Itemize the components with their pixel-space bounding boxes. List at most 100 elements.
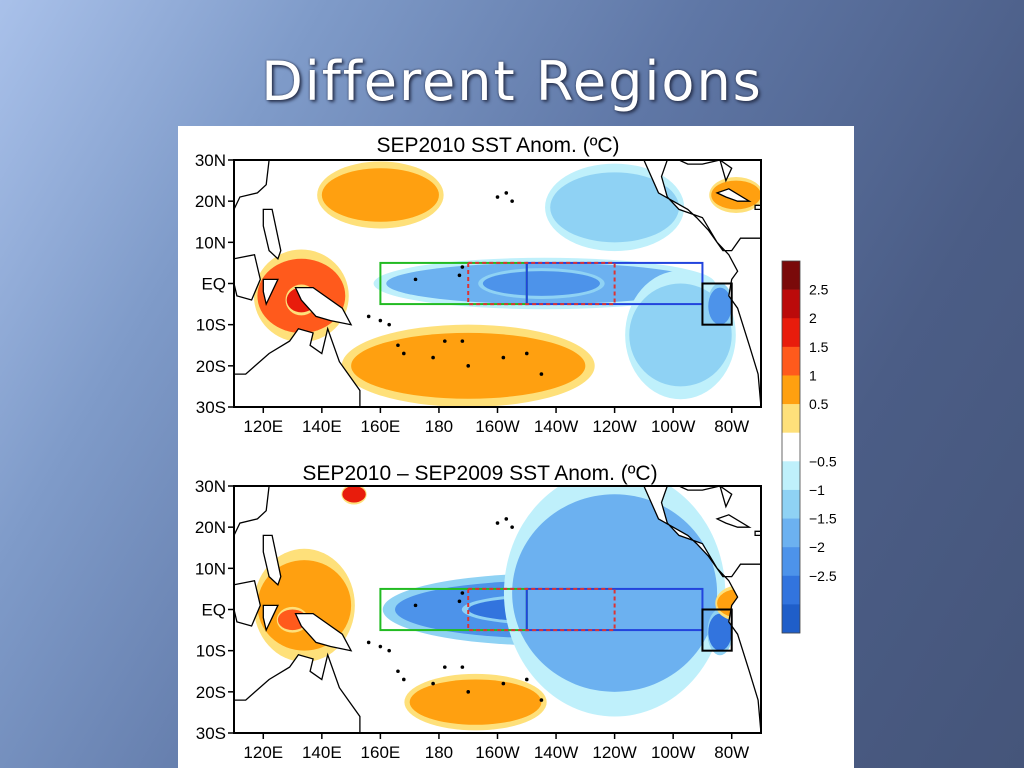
map-bottom-region-boxes (379, 587, 733, 652)
x-tick-label: 120E (243, 417, 283, 436)
x-tick-label: 160E (361, 417, 401, 436)
coastline (754, 204, 761, 211)
colorbar-cell (782, 518, 800, 548)
coastline (234, 253, 261, 301)
x-tick-label: 160E (361, 743, 401, 762)
anomaly-field (321, 168, 439, 222)
map-bottom-title: SEP2010 – SEP2009 SST Anom. (ºC) (302, 462, 657, 485)
anomaly-field (482, 271, 600, 296)
x-tick-label: 100W (651, 417, 695, 436)
colorbar-cells (782, 261, 800, 634)
island (396, 343, 400, 348)
map-sep2010: SEP2010 SST Anom. (ºC) 30N 20N 10N EQ 10S 20S… (195, 134, 762, 436)
island (524, 677, 529, 682)
island (431, 355, 435, 360)
y-tick-label: 30N (195, 151, 226, 170)
anomaly-field (629, 283, 732, 387)
island (402, 677, 406, 682)
colorbar-label: 2.5 (809, 282, 829, 298)
y-tick-label: 20N (195, 192, 226, 211)
anomaly-field (708, 613, 732, 651)
x-tick-label: 120W (592, 417, 636, 436)
colorbar-cell (782, 375, 800, 405)
colorbar: 2.5 2 1.5 1 0.5 −0.5 −1 −1.5 −2 −2.5 (781, 260, 837, 634)
island (457, 599, 462, 604)
colorbar-label: −0.5 (809, 453, 837, 469)
island (457, 273, 462, 278)
x-tick-label: 140W (534, 743, 578, 762)
x-tick-label: 140W (534, 417, 578, 436)
island (402, 351, 406, 356)
anomaly-field (409, 679, 542, 725)
colorbar-cell (782, 346, 800, 376)
coastline (294, 612, 353, 652)
map-sep2010-minus-sep2009: SEP2010 – SEP2009 SST Anom. (ºC) 30N 20N 1… (195, 462, 762, 762)
colorbar-cell (782, 289, 800, 319)
y-tick-label: 20N (195, 518, 226, 537)
coastline (754, 530, 761, 537)
coastline (294, 286, 353, 326)
colorbar-cell (782, 432, 800, 462)
island (510, 199, 514, 203)
colorbar-label: −1 (809, 482, 825, 498)
map-top-x-tick-labels: 120E 140E 160E 180 160W 140W 120W 100W 80W (243, 407, 749, 436)
coastline (643, 160, 761, 407)
y-tick-label: EQ (201, 275, 226, 294)
map-top-y-tick-labels: 30N 20N 10N EQ 10S 20S 30S (195, 151, 234, 417)
x-tick-label: 80W (714, 743, 749, 762)
colorbar-label: −2.5 (809, 568, 837, 584)
colorbar-label: 0.5 (809, 396, 829, 412)
map-bottom-x-tick-labels: 120E 140E 160E 180 160W 140W 120W 100W 80W (243, 733, 749, 762)
colorbar-label: −2 (809, 539, 825, 555)
colorbar-cell (782, 604, 800, 634)
coastline (715, 514, 752, 528)
x-tick-label: 180 (425, 743, 453, 762)
anomaly-field (708, 287, 732, 325)
y-tick-label: 10S (196, 642, 226, 661)
map-bottom-y-tick-labels: 30N 20N 10N EQ 10S 20S 30S (195, 477, 234, 743)
colorbar-cell (782, 318, 800, 348)
coastline (643, 486, 761, 733)
y-tick-label: 20S (196, 683, 226, 702)
colorbar-cell (782, 489, 800, 519)
x-tick-label: 140E (302, 417, 342, 436)
x-tick-label: 120W (592, 743, 636, 762)
coastline (262, 278, 279, 307)
coastline (234, 160, 270, 210)
island (495, 521, 500, 525)
x-tick-label: 160W (475, 417, 519, 436)
x-tick-label: 80W (714, 417, 749, 436)
coastline (234, 486, 270, 536)
island (460, 265, 465, 269)
colorbar-frame (781, 260, 801, 634)
colorbar-label: 1.5 (809, 339, 829, 355)
island (378, 318, 383, 323)
island (539, 372, 544, 376)
map-bottom-coastlines (234, 486, 761, 733)
island (460, 665, 465, 669)
island (524, 351, 529, 356)
island (443, 665, 447, 669)
y-tick-label: 10S (196, 316, 226, 335)
colorbar-cell (782, 575, 800, 605)
map-top-title: SEP2010 SST Anom. (ºC) (376, 134, 619, 157)
island (460, 591, 465, 595)
island (539, 698, 544, 702)
x-tick-label: 100W (651, 743, 695, 762)
coastline (678, 486, 733, 509)
y-tick-label: 20S (196, 357, 226, 376)
island (504, 191, 509, 195)
y-tick-label: EQ (201, 601, 226, 620)
coastline (262, 208, 282, 260)
y-tick-label: 30S (196, 724, 226, 743)
map-top-coastlines (234, 160, 761, 407)
coastline (234, 652, 361, 733)
island (466, 364, 471, 368)
region-box (467, 587, 616, 632)
island (396, 669, 400, 674)
island (510, 525, 514, 529)
coastline (234, 326, 361, 407)
island (495, 195, 500, 199)
island (504, 517, 509, 521)
island (366, 314, 371, 319)
